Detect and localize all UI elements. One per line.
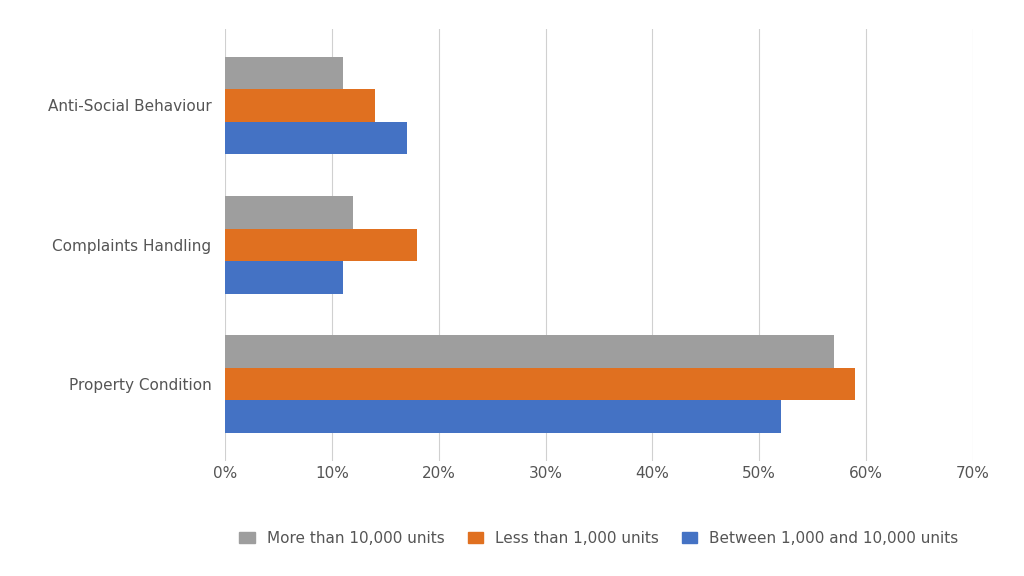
Bar xyxy=(225,56,343,89)
Bar xyxy=(225,261,343,294)
Bar xyxy=(225,400,780,433)
Legend: More than 10,000 units, Less than 1,000 units, Between 1,000 and 10,000 units: More than 10,000 units, Less than 1,000 … xyxy=(233,525,965,552)
Bar xyxy=(225,229,418,261)
Bar xyxy=(225,368,855,400)
Bar xyxy=(225,122,407,154)
Bar xyxy=(225,89,375,122)
Bar xyxy=(225,335,834,368)
Bar xyxy=(225,196,353,229)
